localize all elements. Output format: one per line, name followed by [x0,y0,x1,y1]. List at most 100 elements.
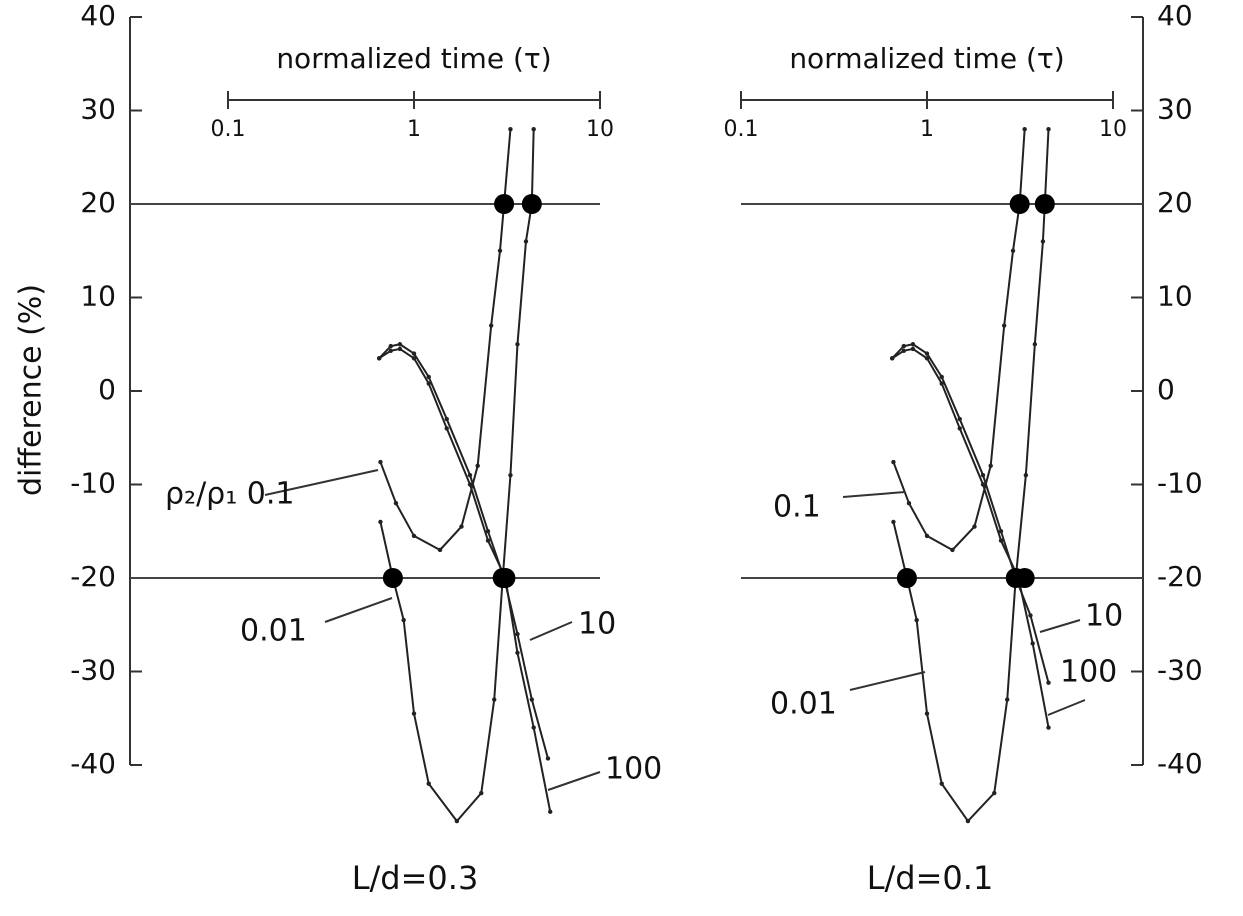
curve-point [1028,613,1033,618]
x-tick-label: 0.1 [211,117,246,142]
panel-title: L/d=0.3 [352,859,479,897]
curve-point [906,501,912,506]
curve-point [467,472,473,478]
curve-point [998,529,1004,534]
crossing-marker [1034,194,1055,214]
curve-point [388,348,393,353]
curve-point [1005,697,1010,702]
x-tick-label: 10 [1099,117,1127,142]
curve-point [401,617,406,623]
curve-point [437,547,443,553]
curve-point [531,127,536,132]
curve-point [444,416,449,422]
curve-point [444,426,449,431]
curve-point [397,342,403,347]
curve-point [924,711,930,716]
curve [892,129,1026,552]
curve-point [891,459,896,465]
x-tick-label: 1 [920,117,934,142]
y-tick-label: 30 [1157,93,1193,126]
curve [891,347,1050,728]
crossing-marker [1014,568,1035,588]
curve-point [485,529,491,534]
curve-point [377,356,382,361]
curve-point [508,127,513,132]
curve-point [378,459,383,465]
curve-point [1023,472,1029,478]
curve-label: 0.01 [240,614,307,649]
curve-point [1001,323,1007,328]
curve-label: 10 [578,607,616,642]
x-tick-label: 10 [586,117,614,142]
curve-point [1032,342,1038,347]
curve-point [508,472,513,478]
x-tick-label: 0.1 [724,117,759,142]
y-tick-label: -40 [70,747,116,780]
crossing-marker [495,568,516,588]
curve-point [939,781,944,786]
curve-point [393,501,399,506]
curve-point [388,343,393,349]
curve-point [515,342,520,347]
curve-point [426,381,431,386]
curve-point [924,351,930,356]
curve [379,129,512,552]
curve-label: 100 [605,752,662,787]
y-tick-label: -20 [1157,560,1203,593]
curve-point [467,482,473,487]
y-tick-label: -40 [1157,747,1203,780]
y-tick-label: 20 [1157,186,1193,219]
curve-point [939,381,944,386]
leader-line [547,771,601,791]
curve-point [980,472,986,478]
curve-point [910,342,916,347]
curve-point [485,538,491,543]
y-tick-label: 30 [80,93,116,126]
curve [892,129,1050,823]
curve-point [901,343,906,349]
crossing-marker [494,194,515,214]
curve-point [1030,641,1035,646]
curve-point [972,524,977,529]
y-tick-label: -10 [70,467,116,500]
curve-point [454,818,460,824]
curve-point [910,346,916,352]
curve-point [992,790,997,796]
curve-point [545,756,551,761]
curve-point [1022,127,1027,132]
curve-point [980,482,986,487]
curve-point [411,533,417,539]
panel-title: L/d=0.1 [867,859,994,897]
curve-point [957,416,962,422]
curve-point [939,374,944,380]
crossing-marker [382,568,403,588]
curve-point [426,781,431,786]
y-tick-label: 40 [1157,0,1193,32]
curve-point [924,356,930,361]
leader-line [324,597,393,623]
curve-point [965,818,971,824]
curve-point [515,631,520,637]
curve-point [378,519,383,525]
curve-point [411,356,417,361]
curve-point [459,524,464,529]
curve-point [515,650,520,655]
y-axis-label: difference (%) [14,284,49,496]
curve-point [1046,127,1051,132]
curve [378,347,552,812]
curve-label: ρ₂/ρ₁ 0.1 [165,477,295,512]
curve-point [891,519,896,525]
curve-point [901,348,906,353]
leader-line [1047,699,1086,716]
curve-point [523,239,529,244]
y-tick-label: -20 [70,560,116,593]
curve-point [475,463,480,468]
curve-point [1046,725,1051,730]
x-tick-label: 1 [407,117,421,142]
curve-point [531,725,536,730]
curve-point [492,697,497,702]
x-axis-label: normalized time (τ) [276,42,551,75]
curve-label: 0.01 [770,687,837,722]
curve-label: 0.1 [773,490,821,525]
curve-point [1040,239,1046,244]
